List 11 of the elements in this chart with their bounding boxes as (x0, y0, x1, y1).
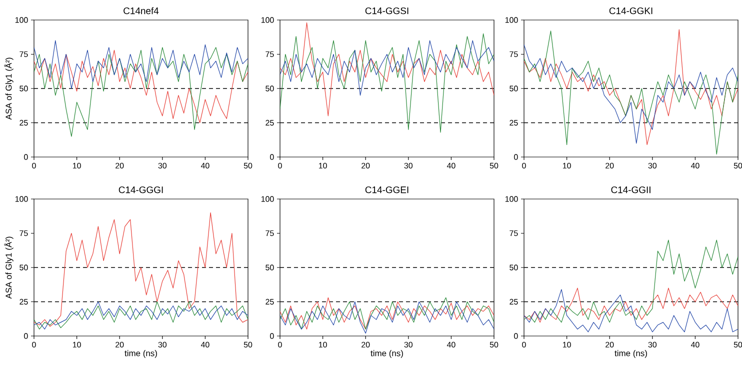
y-axis-title: ASA of Gly1 (Å²) (4, 58, 14, 120)
chart-title: C14nef4 (124, 7, 159, 14)
chart-title: C14-GGGI (118, 186, 163, 194)
x-axis-title: time (ns) (614, 350, 647, 358)
chart-title: C14-GGEI (365, 186, 408, 194)
chart-title: C14-GGSI (365, 7, 408, 14)
chart-title: C14-GGII (611, 186, 650, 194)
x-axis-title: time (ns) (370, 350, 403, 358)
x-axis-title: time (ns) (124, 350, 157, 358)
chart-title: C14-GGKI (609, 7, 652, 14)
y-axis-title: ASA of Gly1 (Å²) (4, 236, 14, 299)
